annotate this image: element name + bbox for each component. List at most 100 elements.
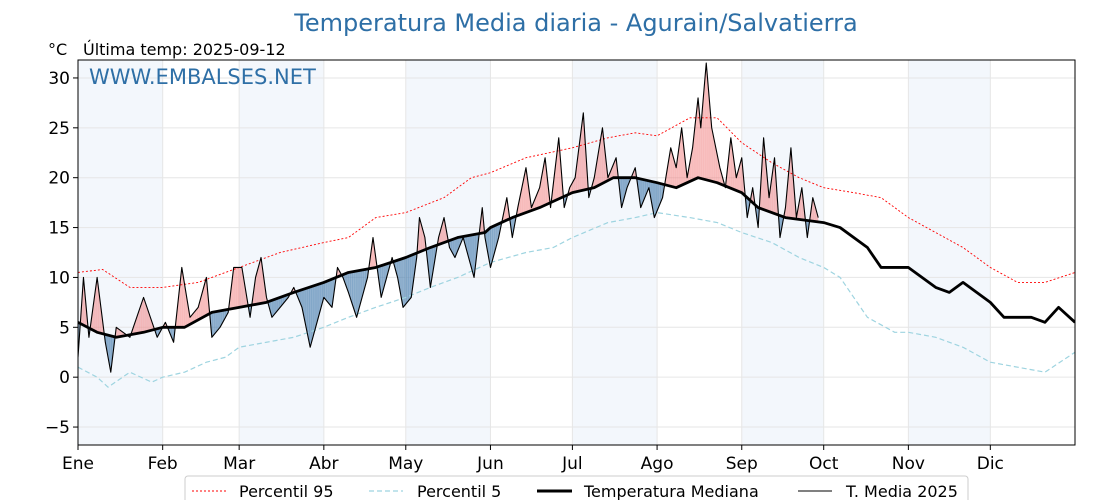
fill-below-median — [280, 297, 281, 308]
fill-above-median — [739, 162, 741, 193]
fill-below-median — [651, 181, 653, 207]
fill-above-median — [262, 267, 264, 304]
fill-below-median — [110, 335, 111, 373]
y-tick-label: 20 — [48, 169, 70, 189]
fill-below-median — [355, 271, 356, 316]
fill-above-median — [182, 271, 184, 328]
fill-below-median — [468, 235, 470, 260]
fill-below-median — [398, 259, 399, 285]
fill-above-median — [199, 299, 201, 320]
fill-below-median — [653, 181, 655, 218]
fill-above-median — [146, 307, 148, 332]
fill-below-median — [655, 182, 657, 215]
fill-above-median — [582, 112, 584, 191]
fill-below-median — [329, 279, 331, 306]
fill-above-median — [773, 157, 775, 214]
fill-above-median — [717, 154, 718, 183]
fill-below-median — [224, 309, 225, 320]
fill-above-median — [741, 157, 742, 193]
fill-above-median — [799, 195, 801, 220]
fill-below-median — [380, 265, 382, 298]
fill-above-median — [693, 135, 694, 180]
fill-above-median — [95, 287, 96, 332]
x-axis: Ene Feb Mar Abr May Jun Jul Ago Sep Oct Nov Dic — [62, 445, 1004, 474]
fill-above-median — [441, 225, 442, 244]
fill-below-median — [360, 270, 362, 303]
fill-above-median — [205, 279, 206, 317]
fill-above-median — [729, 144, 731, 188]
fill-above-median — [186, 296, 188, 327]
fill-below-median — [623, 177, 625, 201]
fill-above-median — [555, 161, 557, 201]
fill-above-median — [703, 87, 705, 180]
fill-below-median — [312, 285, 314, 338]
fill-above-median — [444, 217, 445, 243]
fill-below-median — [308, 287, 310, 344]
fill-below-median — [472, 234, 474, 275]
fill-above-median — [611, 167, 613, 179]
fill-below-median — [308, 287, 309, 341]
fill-above-median — [691, 147, 693, 181]
fill-below-median — [302, 289, 304, 315]
fill-below-median — [328, 280, 330, 305]
fill-below-median — [271, 300, 272, 318]
fill-below-median — [491, 226, 493, 263]
fill-below-median — [317, 284, 319, 320]
fill-above-median — [136, 317, 137, 334]
fill-above-median — [190, 315, 192, 324]
fill-above-median — [189, 316, 191, 325]
fill-above-median — [423, 232, 425, 251]
fill-above-median — [521, 187, 522, 215]
fill-above-median — [98, 288, 100, 333]
fill-above-median — [696, 104, 698, 179]
fill-below-median — [450, 239, 452, 252]
fill-above-median — [711, 127, 713, 182]
legend: Percentil 95 Percentil 5 Temperatura Med… — [184, 475, 969, 500]
fill-above-median — [233, 267, 235, 309]
fill-below-median — [280, 296, 282, 307]
fill-below-median — [452, 239, 454, 255]
fill-above-median — [713, 137, 715, 182]
x-tick-label: Sep — [726, 454, 758, 474]
fill-above-median — [117, 328, 119, 338]
fill-below-median — [487, 229, 489, 257]
legend-label-p5: Percentil 5 — [417, 482, 501, 500]
fill-above-median — [538, 189, 539, 209]
fill-above-median — [672, 152, 673, 187]
fill-below-median — [644, 179, 646, 198]
fill-below-median — [364, 269, 365, 290]
fill-below-median — [355, 270, 357, 318]
fill-above-median — [556, 155, 557, 201]
fill-below-median — [272, 299, 274, 317]
fill-above-median — [540, 176, 542, 207]
fill-above-median — [145, 303, 147, 332]
fill-below-median — [217, 311, 219, 330]
fill-above-median — [242, 271, 244, 307]
fill-below-median — [310, 286, 312, 345]
fill-above-median — [716, 151, 718, 183]
fill-above-median — [701, 111, 703, 179]
fill-above-median — [789, 155, 791, 219]
fill-below-median — [299, 290, 301, 305]
fill-above-median — [97, 282, 99, 333]
fill-above-median — [709, 103, 711, 181]
y-tick-label: 10 — [48, 268, 70, 288]
watermark: WWW.EMBALSES.NET — [89, 65, 316, 89]
fill-below-median — [282, 296, 284, 305]
fill-above-median — [144, 301, 146, 332]
fill-above-median — [764, 152, 766, 211]
fill-below-median — [396, 260, 398, 278]
fill-above-median — [201, 292, 203, 318]
fill-below-median — [471, 234, 473, 270]
fill-below-median — [220, 310, 221, 328]
fill-below-median — [452, 239, 453, 254]
fill-below-median — [652, 181, 653, 211]
month-band — [78, 60, 163, 445]
fill-above-median — [205, 277, 207, 316]
fill-above-median — [740, 160, 742, 193]
fill-above-median — [241, 267, 242, 307]
y-tick-label: 15 — [48, 219, 70, 239]
fill-below-median — [409, 255, 411, 300]
fill-below-median — [352, 271, 354, 307]
fill-above-median — [584, 123, 585, 191]
